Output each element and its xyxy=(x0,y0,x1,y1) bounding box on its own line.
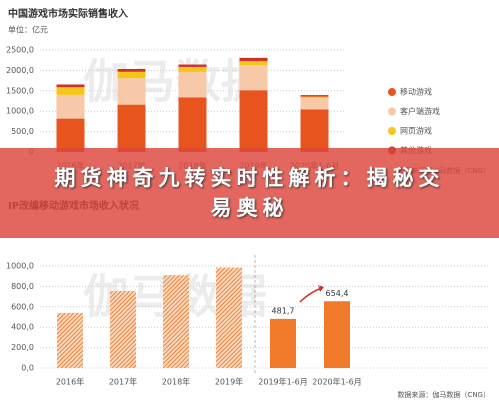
x-tick-label: 2018年 xyxy=(162,377,190,387)
bar-segment xyxy=(239,90,268,152)
bar-segment xyxy=(178,72,207,98)
bar-segment xyxy=(56,94,85,119)
bar-segment xyxy=(117,104,146,152)
bar-segment xyxy=(117,68,146,72)
value-label: 654,4 xyxy=(326,289,349,298)
trend-arrow xyxy=(299,287,323,303)
y-tick-label: 1500,0 xyxy=(6,86,34,95)
y-tick-label: 1000,0 xyxy=(6,262,34,271)
bar xyxy=(57,312,83,368)
bar-segment xyxy=(300,96,329,99)
source: 数据来源：伽马数据（CNG） xyxy=(397,390,490,399)
bar-segment xyxy=(239,65,268,91)
y-tick-label: 200,0 xyxy=(11,343,34,352)
chart-title: 中国游戏市场实际销售收入 xyxy=(8,7,128,20)
bar-segment xyxy=(178,66,207,73)
bar-segment xyxy=(56,84,85,88)
x-tick-label: 2019年 xyxy=(215,377,243,387)
bar-segment xyxy=(178,64,207,67)
banner: 期货神奇九转实时性解析：揭秘交易奥秘 xyxy=(0,148,499,238)
x-tick-label: 2019年1-6月 xyxy=(258,377,307,387)
x-tick-label: 2016年 xyxy=(56,377,84,387)
bar-segment xyxy=(239,61,268,66)
legend-label: 客户端游戏 xyxy=(400,106,440,116)
y-tick-label: 2500,0 xyxy=(6,46,34,55)
watermark: 伽马数据 xyxy=(83,55,267,109)
y-tick-label: 500,0 xyxy=(11,127,34,136)
x-tick-label: 2020年1-6月 xyxy=(312,377,361,387)
bar-segment xyxy=(239,57,268,62)
bar-segment xyxy=(56,118,85,152)
bar xyxy=(110,290,136,368)
x-tick-label: 2017年 xyxy=(109,377,137,387)
unit: 单位：亿元 xyxy=(8,25,48,35)
banner-text: 期货神奇九转实时性解析：揭秘交易奥秘 xyxy=(54,166,445,220)
bar-segment xyxy=(178,97,207,152)
legend-label: 网页游戏 xyxy=(400,126,432,136)
legend-swatch xyxy=(388,88,396,96)
bar-segment xyxy=(117,78,146,105)
bar-segment xyxy=(300,109,329,152)
y-tick-label: 400,0 xyxy=(11,323,34,332)
y-tick-label: 600,0 xyxy=(11,302,34,311)
bar xyxy=(216,267,242,368)
legend-swatch xyxy=(388,127,396,135)
y-tick-label: 2000,0 xyxy=(6,66,34,75)
y-tick-label: 800,0 xyxy=(11,282,34,291)
bar xyxy=(270,318,296,368)
y-tick-label: 0,0 xyxy=(21,364,34,373)
y-tick-label: 1000,0 xyxy=(6,107,34,116)
legend-label: 移动游戏 xyxy=(400,87,432,97)
bar xyxy=(324,301,350,368)
bar-segment xyxy=(117,71,146,79)
bar-segment xyxy=(56,87,85,95)
value-label: 481,7 xyxy=(272,306,295,315)
bar-segment xyxy=(300,98,329,110)
bar xyxy=(163,275,189,368)
legend-swatch xyxy=(388,107,396,116)
bar-segment xyxy=(300,95,329,97)
